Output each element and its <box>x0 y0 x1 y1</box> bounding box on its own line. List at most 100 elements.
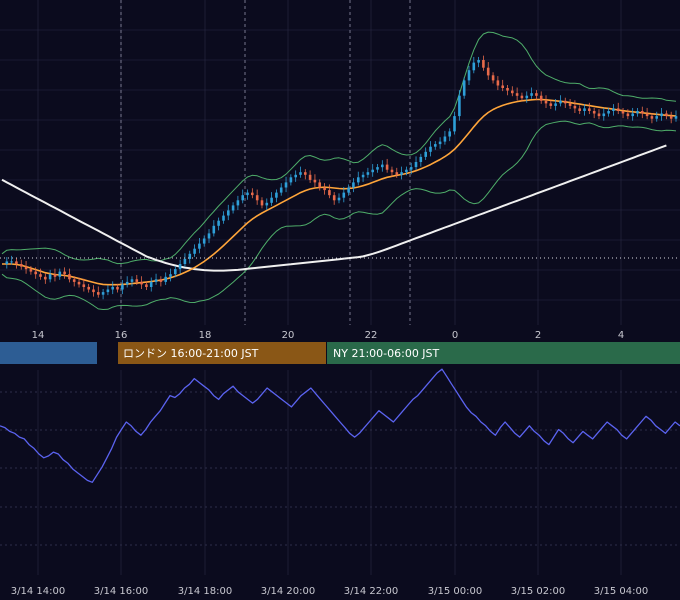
time-axis-tick: 3/14 16:00 <box>94 586 148 597</box>
bollinger-lower <box>1 120 677 310</box>
candle-body <box>424 151 427 157</box>
candle-body <box>92 289 95 293</box>
candle-body <box>207 233 211 239</box>
candle-body <box>29 269 33 272</box>
candle-body <box>116 286 119 290</box>
candle-body <box>371 169 374 173</box>
candle-body <box>217 220 220 226</box>
ma-long-path <box>1 144 667 272</box>
candle-body <box>597 113 601 117</box>
candle-body <box>347 187 350 193</box>
candle-body <box>592 111 596 114</box>
candle-body <box>5 261 9 264</box>
candle-body <box>486 67 490 76</box>
candle-body <box>448 131 451 137</box>
candle-body <box>669 116 673 119</box>
candle-body <box>665 113 668 117</box>
candle-body <box>458 95 461 117</box>
candle-body <box>366 172 370 175</box>
candle-body <box>34 271 37 275</box>
candle-body <box>583 108 586 111</box>
candle-body <box>255 195 259 201</box>
candle-body <box>342 192 346 198</box>
candle-body <box>236 200 240 206</box>
candle-body <box>419 156 423 162</box>
candle-body <box>164 276 167 282</box>
candle-body <box>352 182 355 188</box>
candle-body <box>482 60 485 68</box>
candle-body <box>260 200 264 206</box>
price-panel <box>0 0 680 325</box>
candle-body <box>251 192 254 196</box>
candle-body <box>183 258 187 264</box>
ma-short-path <box>2 98 677 286</box>
ma-short-line <box>2 98 677 286</box>
candle-body <box>660 113 663 117</box>
candle-body <box>395 172 399 175</box>
candle-body <box>525 95 529 99</box>
candle-body <box>554 103 557 106</box>
candle-body <box>573 105 577 109</box>
candle-body <box>125 281 129 285</box>
candle-body <box>135 279 139 282</box>
bollinger-upper <box>1 31 677 265</box>
candle-body <box>294 174 297 178</box>
candle-body <box>193 248 196 254</box>
candle-body <box>578 108 581 111</box>
session-tokyo-block <box>0 342 97 364</box>
candle-body <box>58 271 62 277</box>
candle-body <box>607 111 610 114</box>
candle-body <box>145 284 148 287</box>
candle-body <box>265 202 269 206</box>
candle-body <box>68 274 71 280</box>
price-axis-tick: 18 <box>199 330 212 341</box>
candle-body <box>655 116 658 119</box>
candle-body <box>299 172 302 175</box>
price-axis-tick: 14 <box>32 330 45 341</box>
candle-body <box>511 90 514 94</box>
price-axis: 14 16 18 20 22 0 2 4 <box>32 330 625 341</box>
candle-body <box>385 164 389 170</box>
candle-body <box>77 281 81 285</box>
session-london-label: ロンドン 16:00-21:00 JST <box>123 347 259 360</box>
time-axis-tick: 3/15 04:00 <box>594 586 648 597</box>
ma-long-line <box>1 144 667 272</box>
candle-body <box>674 116 678 119</box>
time-axis-tick: 3/14 14:00 <box>11 586 65 597</box>
candle-body <box>10 261 13 263</box>
candle-body <box>106 289 110 293</box>
candle-body <box>357 177 360 183</box>
candle-body <box>212 225 216 234</box>
candle-body <box>453 116 456 132</box>
candle-body <box>564 100 567 104</box>
candle-body <box>337 197 341 201</box>
candle-body <box>631 113 634 117</box>
candle-body <box>275 192 278 198</box>
candle-body <box>414 162 418 168</box>
candle-body <box>472 62 476 71</box>
session-ny-block <box>327 342 680 364</box>
candle-body <box>496 80 500 86</box>
bollinger-bands <box>1 31 677 310</box>
session-london-block <box>118 342 326 364</box>
time-axis-tick: 3/14 20:00 <box>261 586 315 597</box>
candle-body <box>636 111 639 114</box>
time-axis-tick: 3/15 02:00 <box>511 586 565 597</box>
candle-body <box>53 274 57 277</box>
candle-body <box>121 284 124 290</box>
candle-body <box>332 195 336 201</box>
candle-body <box>390 169 394 173</box>
candle-body <box>101 292 105 295</box>
candle-body <box>140 281 143 285</box>
candle-body <box>376 167 379 170</box>
candle-body <box>304 172 307 175</box>
candle-body <box>361 174 365 178</box>
price-axis-tick: 4 <box>618 330 624 341</box>
candle-body <box>15 261 18 264</box>
time-axis-tick: 3/15 00:00 <box>428 586 482 597</box>
candle-body <box>616 108 620 111</box>
session-bar: ロンドン 16:00-21:00 JST NY 21:00-06:00 JST <box>0 342 680 364</box>
candle-body <box>44 276 47 280</box>
candle-body <box>588 108 591 111</box>
